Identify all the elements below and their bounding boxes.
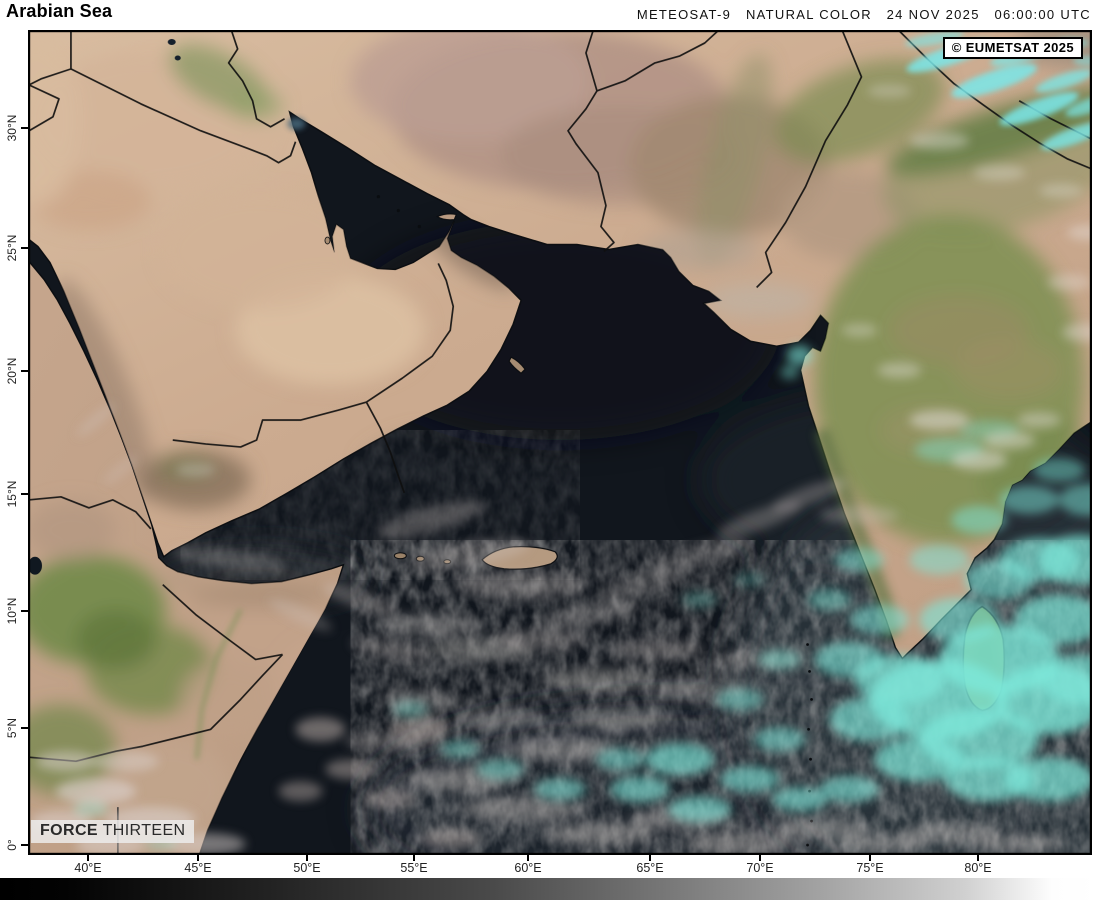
lake: [174, 55, 181, 61]
header-bar: Arabian Sea METEOSAT-9 NATURAL COLOR 24 …: [0, 0, 1096, 30]
latitude-tick: [21, 610, 28, 612]
latitude-tick: [21, 727, 28, 729]
latitude-tick-label: 10°N: [5, 597, 19, 625]
land-clouds: [175, 83, 1091, 477]
ice-cloud-field: [392, 345, 1091, 823]
lake: [167, 38, 176, 45]
satellite-artwork: [29, 31, 1091, 854]
latitude-tick-label: 30°N: [5, 114, 19, 142]
longitude-tick-label: 70°E: [746, 861, 774, 875]
longitude-tick-label: 40°E: [74, 861, 102, 875]
watermark-regular: THIRTEEN: [102, 822, 186, 839]
masirah-island: [508, 356, 526, 374]
longitude-tick-label: 80°E: [964, 861, 992, 875]
latitude-tick: [21, 844, 28, 846]
latitude-axis: 30°N 25°N 20°N 15°N 10°N 5°N 0°: [0, 30, 28, 855]
longitude-tick: [87, 855, 89, 861]
cumulus-clusters: [278, 715, 481, 850]
grayscale-colorbar: [0, 878, 1096, 900]
latitude-tick-label: 15°N: [5, 480, 19, 508]
longitude-tick: [527, 855, 529, 861]
satellite-map-image: © EUMETSAT 2025 FORCE THIRTEEN: [28, 30, 1092, 855]
asia-terrain: [29, 31, 1091, 545]
latitude-tick: [21, 370, 28, 372]
bahrain: [324, 236, 331, 245]
product-info-text: METEOSAT-9 NATURAL COLOR 24 NOV 2025 06:…: [636, 7, 1091, 22]
marine-cloud-streaks: [76, 403, 1065, 854]
latitude-tick-label: 20°N: [5, 357, 19, 385]
longitude-tick-label: 75°E: [856, 861, 884, 875]
region-title: Arabian Sea: [6, 1, 113, 21]
gulf-islets: [376, 195, 421, 229]
qeshm-island: [436, 213, 457, 221]
longitude-tick-label: 65°E: [636, 861, 664, 875]
map-frame: [29, 31, 1091, 854]
shatt-estuary: [287, 117, 306, 130]
longitude-tick-label: 60°E: [514, 861, 542, 875]
longitude-tick: [649, 855, 651, 861]
watermark-badge: FORCE THIRTEEN: [31, 820, 195, 843]
longitude-tick-label: 50°E: [293, 861, 321, 875]
latitude-tick-label: 5°N: [5, 717, 19, 739]
longitude-tick: [977, 855, 979, 861]
latitude-tick-label: 25°N: [5, 234, 19, 262]
longitude-tick: [306, 855, 308, 861]
longitude-tick: [869, 855, 871, 861]
longitude-tick: [413, 855, 415, 861]
latitude-tick: [21, 247, 28, 249]
latitude-tick: [21, 127, 28, 129]
longitude-axis: 40°E 45°E 50°E 55°E 60°E 65°E 70°E 75°E 80°E: [0, 855, 1096, 878]
longitude-tick: [197, 855, 199, 861]
lake-tana: [29, 556, 42, 575]
longitude-tick: [759, 855, 761, 861]
copyright-badge: © EUMETSAT 2025: [942, 37, 1083, 59]
shabelle-river-valley: [194, 608, 243, 760]
islet: [393, 552, 407, 560]
longitude-tick-label: 45°E: [184, 861, 212, 875]
longitude-tick-label: 55°E: [400, 861, 428, 875]
watermark-bold: FORCE: [40, 822, 98, 839]
latitude-tick: [21, 493, 28, 495]
